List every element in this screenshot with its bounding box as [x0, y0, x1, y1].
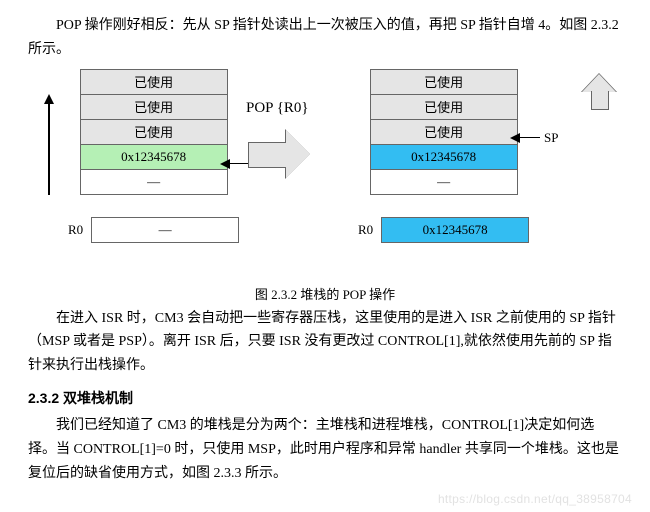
right-cell-0: 已使用 — [370, 69, 518, 95]
right-sp-pointer: SP — [510, 130, 558, 146]
paragraph-isr: 在进入 ISR 时，CM3 会自动把一些寄存器压栈，这里使用的是进入 ISR 之… — [28, 307, 622, 378]
right-cell-1: 已使用 — [370, 94, 518, 120]
left-cell-0: 已使用 — [80, 69, 228, 95]
left-stack: 已使用 已使用 已使用 0x12345678 — R0 — — [68, 70, 239, 243]
right-r0-box: 0x12345678 — [381, 217, 529, 243]
paragraph-dual-stack: 我们已经知道了 CM3 的堆栈是分为两个：主堆栈和进程堆栈，CONTROL[1]… — [28, 414, 622, 485]
right-stack: 已使用 已使用 已使用 0x12345678 — R0 0x12345678 — [358, 70, 529, 243]
section-heading: 2.3.2 双堆栈机制 — [28, 388, 622, 408]
sp-move-up-arrow-icon — [582, 74, 616, 114]
arrow-head-icon — [220, 159, 230, 169]
arrow-line — [230, 163, 250, 165]
left-r0-row: R0 — — [68, 217, 239, 243]
figure-caption: 图 2.3.2 堆栈的 POP 操作 — [28, 284, 622, 303]
right-r0-label: R0 — [358, 222, 373, 238]
right-cell-3: 0x12345678 — [370, 144, 518, 170]
left-cell-3: 0x12345678 — [80, 144, 228, 170]
right-cell-4: — — [370, 169, 518, 195]
growth-arrow-line — [48, 103, 50, 195]
pop-diagram: 已使用 已使用 已使用 0x12345678 — R0 — SP POP {R0… — [28, 66, 622, 276]
arrow-line — [520, 137, 540, 139]
left-r0-box: — — [91, 217, 239, 243]
right-sp-label: SP — [544, 130, 558, 146]
right-r0-row: R0 0x12345678 — [358, 217, 529, 243]
left-r0-label: R0 — [68, 222, 83, 238]
left-cell-2: 已使用 — [80, 119, 228, 145]
transition-arrow-icon — [248, 130, 310, 178]
left-cell-4: — — [80, 169, 228, 195]
arrow-head-icon — [510, 133, 520, 143]
left-cell-1: 已使用 — [80, 94, 228, 120]
right-cell-2: 已使用 — [370, 119, 518, 145]
pop-label: POP {R0} — [246, 100, 309, 117]
intro-paragraph: POP 操作刚好相反：先从 SP 指针处读出上一次被压入的值，再把 SP 指针自… — [28, 14, 622, 62]
watermark-text: https://blog.csdn.net/qq_38958704 — [438, 492, 632, 506]
